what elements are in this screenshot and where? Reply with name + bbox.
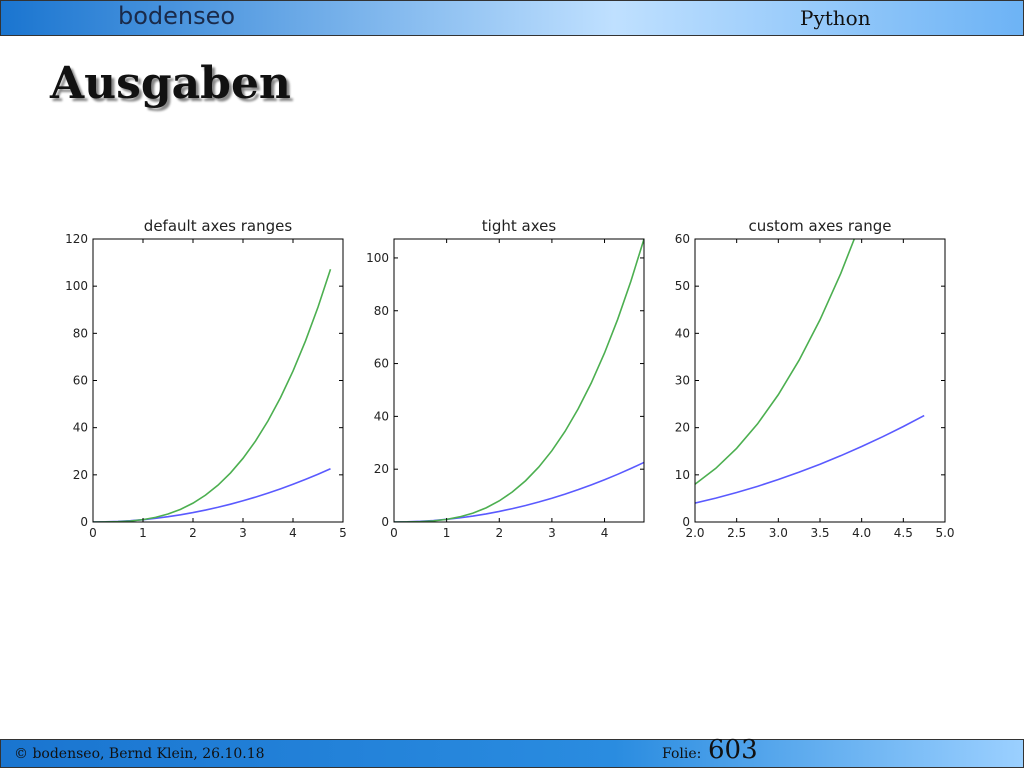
y-tick-label: 80	[374, 304, 389, 318]
x-tick-label: 5	[339, 526, 347, 540]
chart-title: tight axes	[482, 217, 557, 235]
y-tick-label: 0	[682, 515, 690, 529]
x-tick-label: 4.0	[852, 526, 871, 540]
x-tick-label: 4.5	[894, 526, 913, 540]
y-tick-label: 30	[675, 374, 690, 388]
x-tick-label: 3	[548, 526, 556, 540]
y-tick-label: 60	[73, 374, 88, 388]
series-line	[394, 461, 644, 522]
y-tick-label: 80	[73, 326, 88, 340]
x-tick-label: 2	[189, 526, 197, 540]
x-tick-label: 0	[89, 526, 97, 540]
series-line	[695, 414, 925, 504]
credit: © bodenseo, Bernd Klein, 26.10.18	[14, 746, 265, 762]
y-tick-label: 0	[80, 515, 88, 529]
slide-title: Ausgaben	[50, 58, 291, 109]
y-tick-label: 40	[675, 326, 690, 340]
x-tick-label: 1	[139, 526, 147, 540]
series-line	[93, 269, 332, 522]
axes-frame	[694, 238, 946, 523]
x-tick-label: 1	[443, 526, 451, 540]
x-tick-label: 4	[601, 526, 609, 540]
y-tick-label: 40	[374, 409, 389, 423]
logo: bodenseo	[118, 2, 236, 30]
y-tick-label: 50	[675, 279, 690, 293]
y-tick-label: 40	[73, 421, 88, 435]
topic: Python	[800, 6, 871, 30]
y-tick-label: 100	[65, 279, 88, 293]
series-line	[394, 239, 644, 522]
chart-title: default axes ranges	[144, 217, 293, 235]
header-bar	[0, 0, 1024, 36]
y-tick-label: 120	[65, 232, 88, 246]
x-tick-label: 2.0	[685, 526, 704, 540]
slide-label: Folie:	[662, 746, 702, 762]
slide-number: 603	[708, 735, 758, 765]
y-tick-label: 60	[374, 357, 389, 371]
series-line	[695, 239, 856, 486]
x-tick-label: 2.5	[727, 526, 746, 540]
y-tick-label: 60	[675, 232, 690, 246]
x-tick-label: 5.0	[935, 526, 954, 540]
x-tick-label: 2	[495, 526, 503, 540]
y-tick-label: 20	[73, 468, 88, 482]
chart-title: custom axes range	[748, 217, 891, 235]
x-tick-label: 3.5	[810, 526, 829, 540]
y-tick-label: 0	[381, 515, 389, 529]
x-tick-label: 4	[289, 526, 297, 540]
footer-bar	[0, 739, 1024, 768]
series-line	[93, 468, 331, 522]
x-tick-label: 3	[239, 526, 247, 540]
axes-frame	[393, 238, 645, 523]
y-tick-label: 20	[374, 462, 389, 476]
y-tick-label: 20	[675, 421, 690, 435]
x-tick-label: 3.0	[769, 526, 788, 540]
y-tick-label: 10	[675, 468, 690, 482]
y-tick-label: 100	[366, 251, 389, 265]
x-tick-label: 0	[390, 526, 398, 540]
